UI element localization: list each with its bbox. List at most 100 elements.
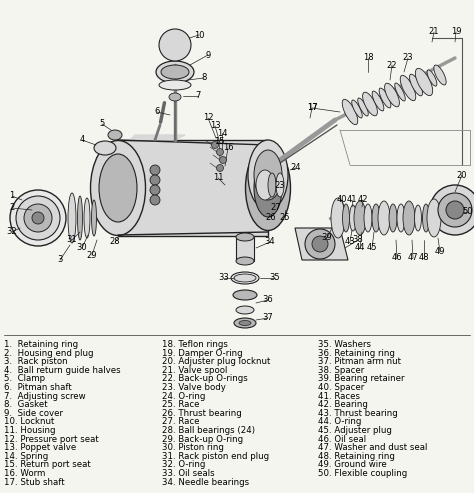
Ellipse shape (354, 201, 366, 235)
Text: 33: 33 (219, 274, 229, 282)
Text: 4: 4 (79, 136, 85, 144)
Ellipse shape (434, 65, 446, 85)
Ellipse shape (234, 318, 256, 328)
Text: 9.  Side cover: 9. Side cover (4, 409, 63, 418)
Text: 39. Bearing retainer: 39. Bearing retainer (318, 374, 404, 384)
Text: 6.  Pitman shaft: 6. Pitman shaft (4, 383, 72, 392)
Text: 22: 22 (387, 61, 397, 70)
Text: 26: 26 (266, 213, 276, 222)
Ellipse shape (99, 154, 137, 222)
Text: 46: 46 (392, 253, 402, 262)
Circle shape (217, 148, 224, 155)
Ellipse shape (358, 98, 368, 116)
Ellipse shape (379, 88, 391, 108)
Text: 45. Adjuster plug: 45. Adjuster plug (318, 426, 392, 435)
Text: 27: 27 (271, 204, 281, 212)
Text: 21: 21 (429, 28, 439, 36)
Circle shape (446, 201, 464, 219)
Circle shape (211, 141, 219, 148)
Text: 24. O-ring: 24. O-ring (162, 391, 205, 401)
Text: 47: 47 (408, 253, 419, 262)
Ellipse shape (372, 91, 384, 111)
Text: 47. Washer and dust seal: 47. Washer and dust seal (318, 443, 428, 452)
Text: 33. Oil seals: 33. Oil seals (162, 469, 215, 478)
Text: 44: 44 (355, 244, 365, 252)
Ellipse shape (403, 201, 415, 235)
Text: 29: 29 (87, 250, 97, 259)
Text: 24: 24 (291, 164, 301, 173)
Ellipse shape (236, 257, 254, 265)
Ellipse shape (384, 83, 400, 107)
Ellipse shape (400, 75, 416, 101)
Bar (236, 237, 254, 261)
Text: 39: 39 (322, 234, 332, 243)
Text: 4.  Ball return guide halves: 4. Ball return guide halves (4, 366, 120, 375)
Text: 31: 31 (67, 236, 77, 245)
Text: 17: 17 (307, 104, 317, 112)
Text: 43: 43 (345, 238, 356, 246)
Polygon shape (130, 135, 185, 140)
Ellipse shape (236, 233, 254, 241)
Text: 35. Washers: 35. Washers (318, 340, 371, 349)
Circle shape (168, 38, 182, 52)
Text: 2: 2 (9, 204, 15, 212)
Ellipse shape (239, 320, 251, 325)
Text: 9: 9 (205, 50, 210, 60)
Text: 37. Pitman arm nut: 37. Pitman arm nut (318, 357, 401, 366)
Ellipse shape (254, 159, 282, 217)
Circle shape (150, 185, 160, 195)
Text: 15. Return port seat: 15. Return port seat (4, 460, 91, 469)
Circle shape (430, 185, 474, 235)
Text: 32: 32 (7, 227, 18, 237)
Text: 43. Thrust bearing: 43. Thrust bearing (318, 409, 398, 418)
Text: 41. Races: 41. Races (318, 391, 360, 401)
Ellipse shape (331, 198, 345, 238)
Ellipse shape (254, 150, 282, 200)
Ellipse shape (246, 145, 291, 231)
Text: 42: 42 (358, 196, 368, 205)
Ellipse shape (349, 205, 356, 231)
Ellipse shape (397, 204, 405, 232)
Text: 49. Ground wire: 49. Ground wire (318, 460, 387, 469)
Text: 30: 30 (77, 244, 87, 252)
Text: 12: 12 (203, 113, 213, 122)
Circle shape (32, 212, 44, 224)
Text: 36: 36 (263, 295, 273, 305)
Circle shape (159, 29, 191, 61)
Text: 31. Rack piston end plug: 31. Rack piston end plug (162, 452, 269, 461)
Text: 12. Pressure port seat: 12. Pressure port seat (4, 435, 99, 444)
Text: 15: 15 (214, 137, 224, 145)
Text: 36. Retaining ring: 36. Retaining ring (318, 349, 395, 357)
Text: 1: 1 (9, 191, 15, 201)
Text: 35: 35 (270, 274, 280, 282)
Ellipse shape (68, 193, 76, 243)
Text: 3.  Rack piston: 3. Rack piston (4, 357, 68, 366)
Text: 6: 6 (155, 107, 160, 116)
Text: 38: 38 (353, 236, 364, 245)
Text: 5.  Clamp: 5. Clamp (4, 374, 45, 384)
Text: 3: 3 (57, 255, 63, 265)
Ellipse shape (248, 140, 288, 210)
Ellipse shape (159, 80, 191, 90)
Text: 42. Bearing: 42. Bearing (318, 400, 368, 409)
Text: 23: 23 (403, 54, 413, 63)
Circle shape (150, 195, 160, 205)
Ellipse shape (410, 74, 422, 96)
Text: 1.  Retaining ring: 1. Retaining ring (4, 340, 78, 349)
Text: 5: 5 (100, 119, 105, 129)
Text: 38. Spacer: 38. Spacer (318, 366, 364, 375)
Polygon shape (295, 228, 348, 260)
Text: 17. Stub shaft: 17. Stub shaft (4, 478, 64, 487)
Text: 22. Back-up O-rings: 22. Back-up O-rings (162, 374, 248, 384)
Circle shape (217, 165, 224, 172)
Circle shape (150, 165, 160, 175)
Text: 7.  Adjusting screw: 7. Adjusting screw (4, 391, 86, 401)
Circle shape (150, 175, 160, 185)
Text: 18: 18 (363, 54, 374, 63)
Ellipse shape (389, 204, 397, 232)
Circle shape (438, 193, 472, 227)
Ellipse shape (427, 70, 437, 86)
Ellipse shape (372, 204, 380, 232)
Ellipse shape (268, 173, 276, 197)
Text: 14: 14 (217, 129, 227, 138)
